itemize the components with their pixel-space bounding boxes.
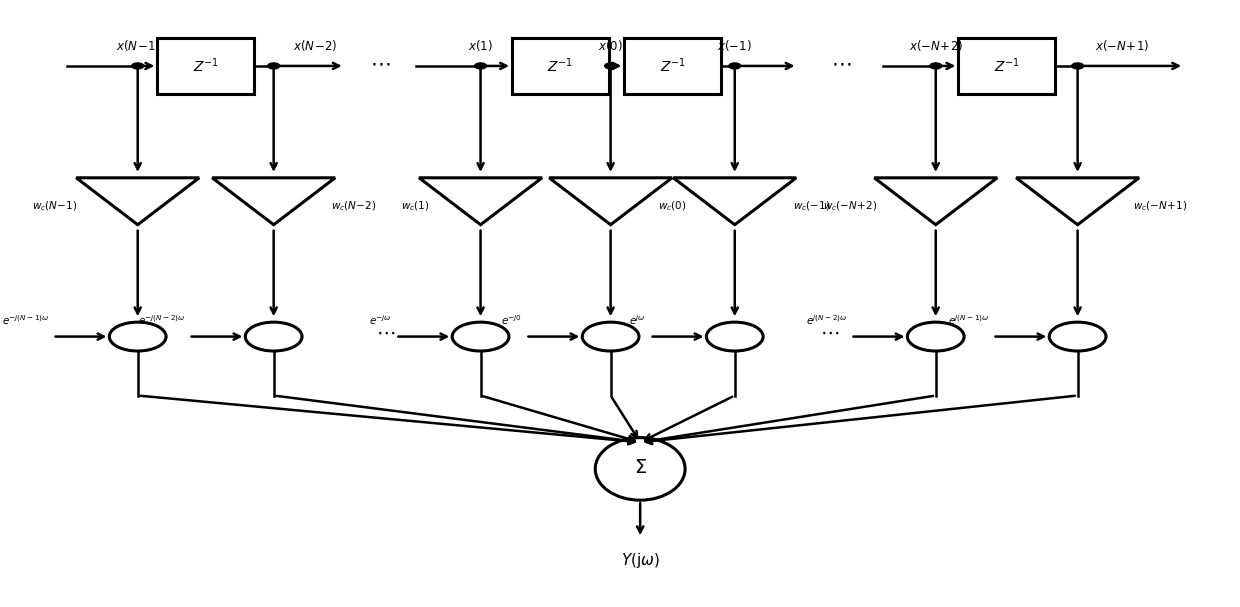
Text: $\Sigma$: $\Sigma$ [634, 458, 647, 476]
Text: $w_c(N\!-\!2)$: $w_c(N\!-\!2)$ [331, 199, 377, 213]
Bar [157, 38, 254, 93]
Text: $e^{j(N-1)\omega}$: $e^{j(N-1)\omega}$ [947, 313, 990, 327]
Text: $x(-1)$: $x(-1)$ [718, 38, 753, 53]
Circle shape [475, 63, 486, 69]
Circle shape [908, 322, 965, 351]
Bar [512, 38, 609, 93]
Circle shape [453, 322, 508, 351]
Text: $e^{-j(N-2)\omega}$: $e^{-j(N-2)\omega}$ [138, 313, 185, 327]
Text: $x(-N\!+\!2)$: $x(-N\!+\!2)$ [909, 38, 962, 53]
Circle shape [930, 63, 941, 69]
Circle shape [109, 322, 166, 351]
Text: $e^{-j(N-1)\omega}$: $e^{-j(N-1)\omega}$ [1, 313, 50, 327]
Circle shape [729, 63, 740, 69]
Circle shape [246, 322, 303, 351]
Text: $e^{-j0}$: $e^{-j0}$ [501, 313, 522, 327]
Text: $e^{-j\omega}$: $e^{-j\omega}$ [370, 313, 392, 327]
Text: $w_c(-N\!+\!2)$: $w_c(-N\!+\!2)$ [823, 199, 878, 213]
Text: $x(N\!-\!2)$: $x(N\!-\!2)$ [293, 38, 337, 53]
Circle shape [1071, 63, 1084, 69]
Text: $Z^{-1}$: $Z^{-1}$ [547, 56, 573, 75]
Bar [624, 38, 722, 93]
Ellipse shape [595, 438, 684, 500]
Text: $x(-N\!+\!1)$: $x(-N\!+\!1)$ [1095, 38, 1149, 53]
Text: $w_c(1)$: $w_c(1)$ [402, 199, 430, 213]
Text: $\cdots$: $\cdots$ [820, 322, 839, 341]
Text: $Z^{-1}$: $Z^{-1}$ [660, 56, 686, 75]
Text: $w_c(-N\!+\!1)$: $w_c(-N\!+\!1)$ [1133, 199, 1188, 213]
Text: $Z^{-1}$: $Z^{-1}$ [993, 56, 1019, 75]
Text: $e^{j\omega}$: $e^{j\omega}$ [630, 313, 646, 327]
Circle shape [268, 63, 279, 69]
Text: $x(N\!-\!1)$: $x(N\!-\!1)$ [115, 38, 160, 53]
Text: $e^{j(N-2)\omega}$: $e^{j(N-2)\omega}$ [806, 313, 847, 327]
Text: $\cdots$: $\cdots$ [370, 53, 391, 73]
Text: $\cdots$: $\cdots$ [377, 322, 396, 341]
Text: $x(0)$: $x(0)$ [598, 38, 622, 53]
Text: $w_c(N\!-\!1)$: $w_c(N\!-\!1)$ [32, 199, 78, 213]
Circle shape [583, 322, 639, 351]
Circle shape [707, 322, 763, 351]
Text: $Y(\mathrm{j}\omega)$: $Y(\mathrm{j}\omega)$ [621, 551, 660, 571]
Circle shape [1049, 322, 1106, 351]
Bar [959, 38, 1055, 93]
Text: $w_c(0)$: $w_c(0)$ [658, 199, 687, 213]
Text: $Z^{-1}$: $Z^{-1}$ [192, 56, 218, 75]
Text: $w_c(-1)$: $w_c(-1)$ [794, 199, 831, 213]
Text: $x(1)$: $x(1)$ [467, 38, 494, 53]
Circle shape [605, 63, 616, 69]
Circle shape [131, 63, 144, 69]
Text: $\cdots$: $\cdots$ [831, 53, 852, 73]
